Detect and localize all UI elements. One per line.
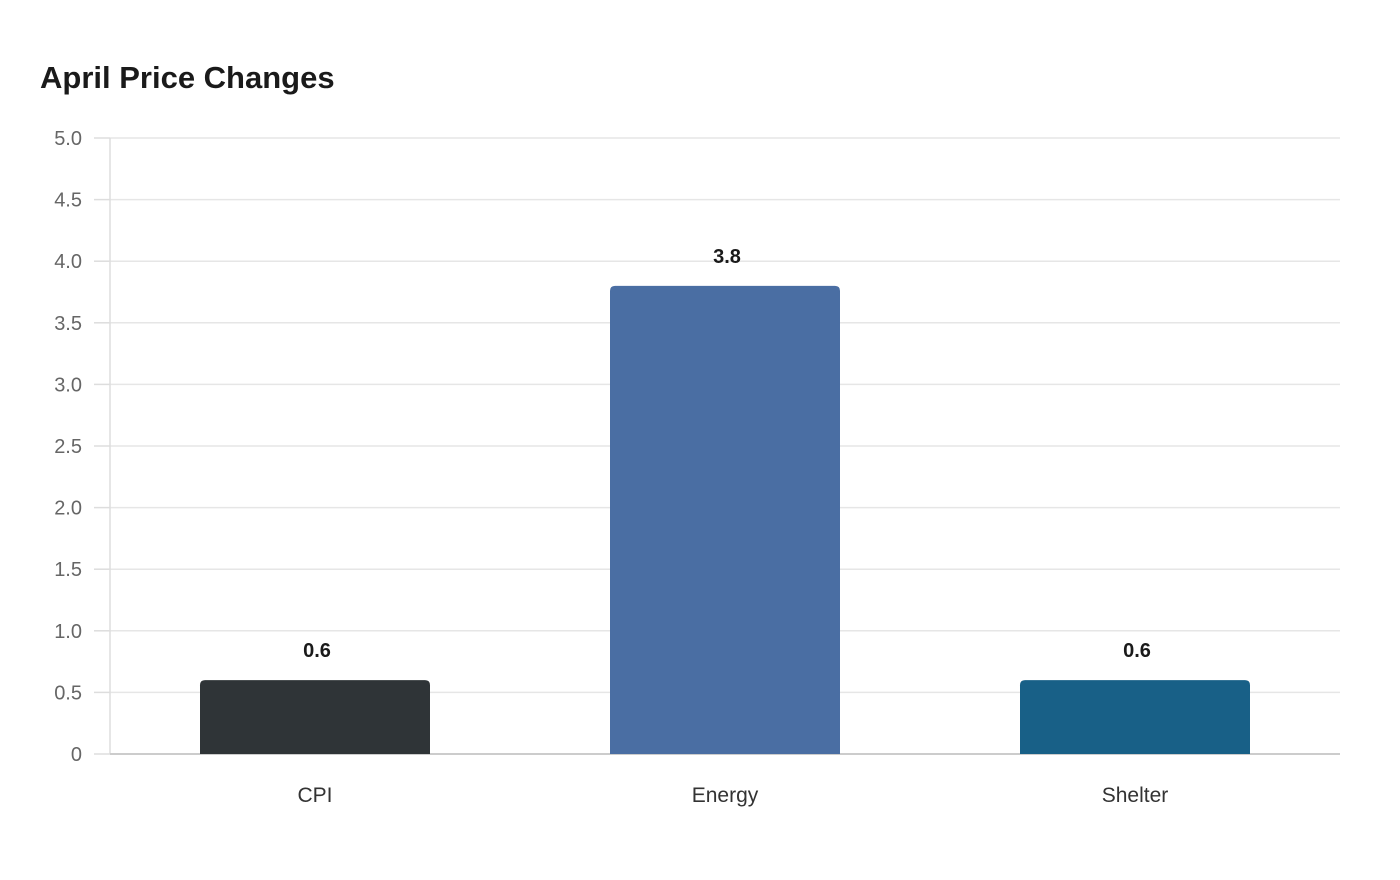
data-label-energy: 3.8 — [713, 246, 741, 268]
y-tick-label: 1.5 — [54, 559, 82, 581]
bar-cpi — [200, 680, 430, 754]
y-tick-label: 1.0 — [54, 621, 82, 643]
y-tick-label: 5.0 — [54, 128, 82, 150]
bar-shelter — [1020, 680, 1250, 754]
y-tick-label: 0.5 — [54, 682, 82, 704]
chart-title: April Price Changes — [40, 60, 335, 95]
y-tick-label: 4.0 — [54, 251, 82, 273]
y-axis-ticks: 0 0.5 1.0 1.5 2.0 2.5 3.0 3.5 4.0 4.5 5.0 — [54, 128, 110, 766]
bar-energy — [610, 285, 840, 754]
y-tick-label: 2.5 — [54, 436, 82, 458]
bars — [200, 285, 1250, 754]
y-tick-label: 3.5 — [54, 313, 82, 335]
data-label-cpi: 0.6 — [303, 640, 331, 662]
y-tick-label: 4.5 — [54, 190, 82, 212]
category-label-cpi: CPI — [297, 784, 332, 807]
y-tick-label: 3.0 — [54, 374, 82, 396]
category-label-energy: Energy — [692, 784, 759, 807]
y-tick-label: 0 — [71, 744, 82, 766]
category-label-shelter: Shelter — [1102, 784, 1169, 807]
y-tick-label: 2.0 — [54, 498, 82, 520]
x-axis-categories: CPI Energy Shelter — [297, 784, 1168, 807]
data-labels: 0.6 3.8 0.6 — [303, 246, 1151, 662]
data-label-shelter: 0.6 — [1123, 640, 1151, 662]
